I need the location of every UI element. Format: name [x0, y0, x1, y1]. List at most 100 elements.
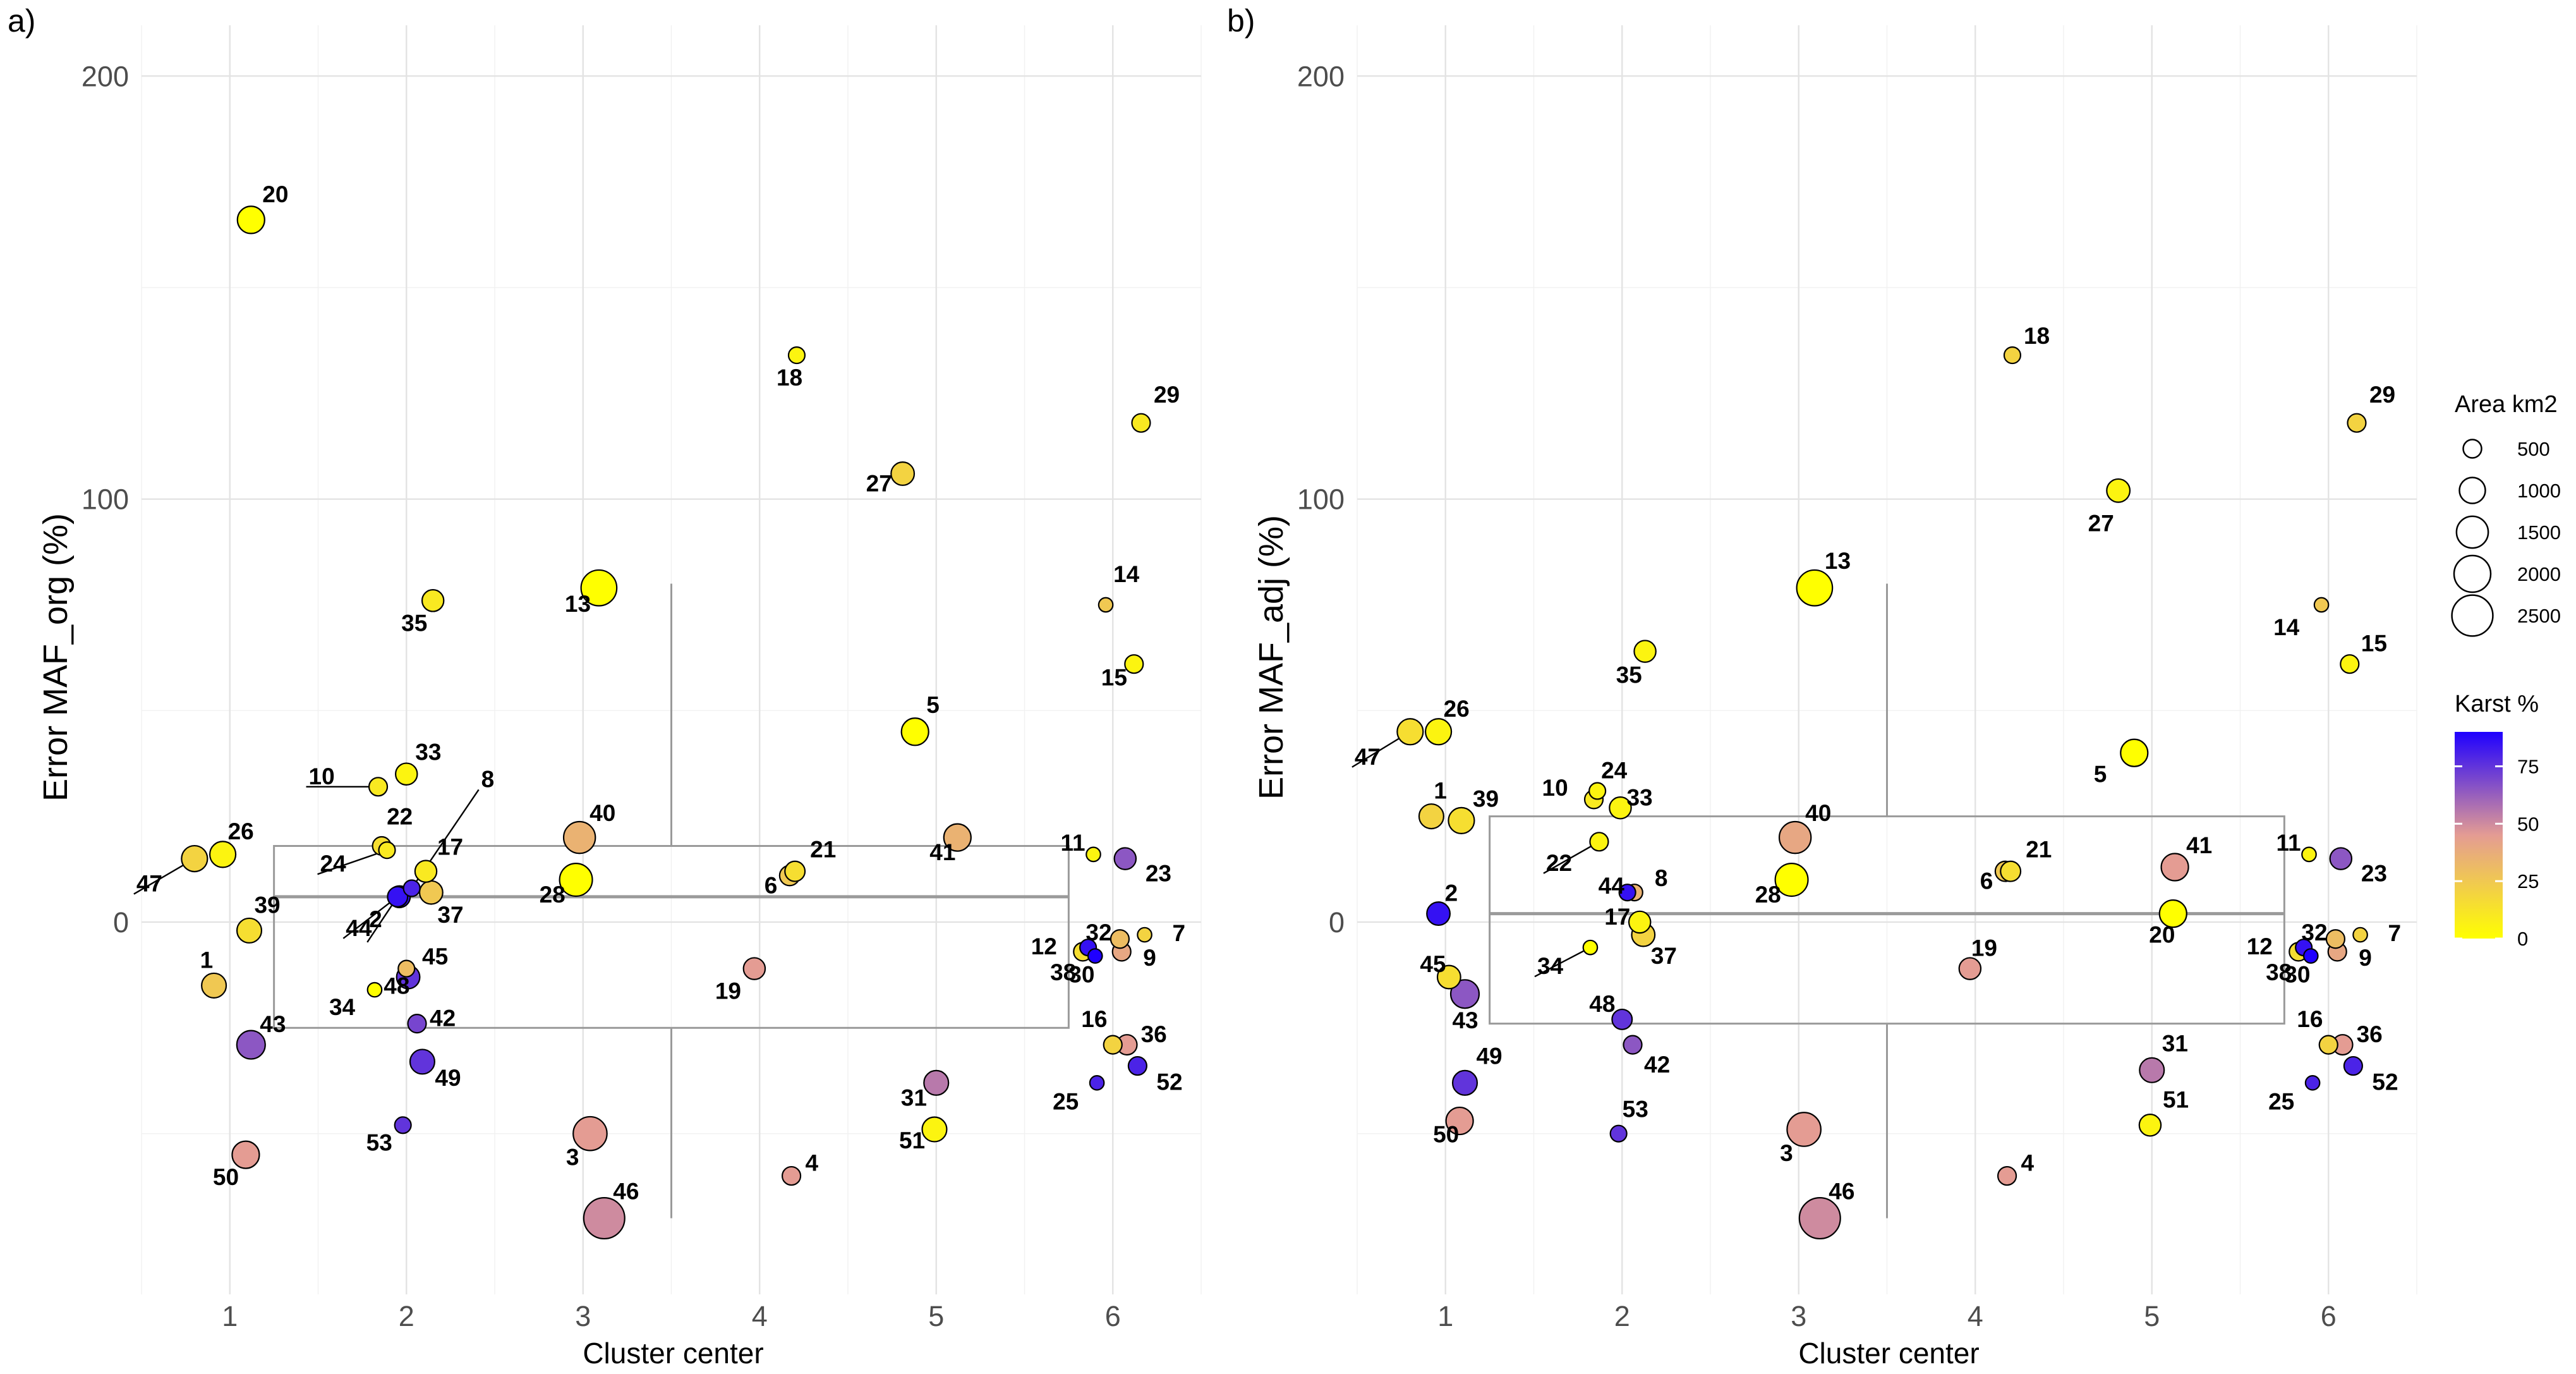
point-label-16: 16	[2297, 1006, 2323, 1032]
leader-line-24	[317, 849, 387, 875]
y-tick-label: 100	[82, 483, 129, 516]
point-label-35: 35	[401, 610, 427, 636]
point-34	[366, 982, 383, 998]
point-47	[1396, 718, 1424, 746]
point-41	[2160, 853, 2189, 882]
point-label-36: 36	[2357, 1021, 2383, 1047]
point-46	[1798, 1196, 1841, 1240]
point-label-8: 8	[481, 766, 495, 792]
point-11	[1085, 846, 1101, 863]
point-label-12: 12	[2247, 933, 2273, 959]
point-label-7: 7	[1173, 920, 1186, 946]
point-label-50: 50	[1433, 1122, 1459, 1148]
point-label-7: 7	[2388, 920, 2402, 946]
point-27	[2106, 478, 2131, 503]
y-axis-title: Error MAF_org (%)	[37, 513, 75, 801]
colorbar-label: 50	[2517, 813, 2539, 835]
panel-a: 123 4567891011121314151617181920212223242…	[8, 3, 1202, 1370]
point-21	[784, 860, 806, 882]
point-label-23: 23	[2361, 861, 2387, 887]
point-49	[409, 1049, 435, 1075]
point-label-43: 43	[260, 1011, 286, 1037]
point-15	[2340, 654, 2360, 674]
point-label-12: 12	[1031, 933, 1057, 959]
y-tick-label: 0	[113, 906, 129, 939]
point-18	[2003, 346, 2022, 365]
point-label-20: 20	[262, 181, 288, 207]
point-label-10: 10	[309, 763, 335, 789]
point-label-34: 34	[329, 994, 356, 1020]
colorbar-label: 25	[2517, 870, 2539, 892]
point-39	[1448, 806, 1475, 834]
point-2	[1426, 901, 1451, 927]
panel-a-points	[181, 205, 1152, 1240]
point-1	[201, 972, 227, 999]
point-21	[2000, 860, 2022, 882]
point-50	[231, 1140, 260, 1169]
point-label-8: 8	[1655, 865, 1668, 891]
point-label-45: 45	[422, 944, 448, 970]
point-label-45: 45	[1420, 951, 1446, 977]
point-label-15: 15	[2361, 631, 2387, 657]
point-label-18: 18	[2024, 323, 2050, 349]
x-axis-title: Cluster center	[1798, 1337, 1979, 1370]
point-label-39: 39	[254, 892, 280, 918]
point-label-5: 5	[2094, 761, 2107, 787]
point-48	[1611, 1008, 1633, 1030]
panel-b-gridlines	[1357, 25, 2417, 1294]
legend-size-label: 1000	[2517, 480, 2561, 502]
point-label-29: 29	[2369, 382, 2395, 408]
y-tick-label: 100	[1297, 483, 1345, 516]
point-25	[1089, 1075, 1105, 1091]
point-32	[1110, 929, 1130, 949]
point-10	[368, 777, 389, 797]
point-3	[572, 1116, 608, 1152]
panel-a-gridlines	[141, 25, 1202, 1294]
point-label-14: 14	[2273, 614, 2300, 640]
point-29	[1131, 413, 1151, 433]
point-label-25: 25	[1053, 1088, 1079, 1114]
point-label-13: 13	[1825, 548, 1851, 574]
point-41	[943, 823, 972, 852]
point-label-4: 4	[2021, 1150, 2035, 1176]
point-label-28: 28	[1755, 882, 1781, 908]
point-label-5: 5	[926, 692, 940, 718]
point-26	[209, 841, 237, 868]
point-40	[562, 820, 596, 854]
y-tick-label: 0	[1329, 906, 1345, 939]
legend-size-label: 1500	[2517, 521, 2561, 544]
point-label-29: 29	[1154, 382, 1180, 408]
point-49	[1451, 1069, 1478, 1096]
x-tick-label: 2	[1614, 1300, 1630, 1332]
y-tick-label: 200	[1297, 60, 1345, 92]
point-label-48: 48	[384, 973, 409, 999]
point-label-40: 40	[1805, 800, 1831, 826]
point-5	[900, 717, 929, 746]
x-tick-label: 1	[222, 1300, 238, 1332]
point-label-23: 23	[1146, 861, 1171, 887]
point-label-42: 42	[430, 1006, 456, 1031]
point-label-44: 44	[346, 915, 372, 941]
point-label-6: 6	[1980, 868, 1993, 894]
point-43	[1449, 979, 1480, 1009]
point-32	[2325, 929, 2346, 949]
karst-colorbar	[2455, 732, 2503, 939]
point-label-9: 9	[1143, 945, 1156, 971]
point-label-36: 36	[1141, 1021, 1167, 1047]
point-43	[236, 1030, 266, 1060]
point-label-52: 52	[1156, 1069, 1182, 1095]
x-tick-label: 4	[752, 1300, 768, 1332]
point-15	[1124, 654, 1144, 674]
legend-size-circle	[2453, 554, 2492, 593]
legend-color-ticks: 0 25 50 75	[2455, 756, 2539, 950]
colorbar-label: 0	[2517, 928, 2528, 950]
point-label-37: 37	[437, 902, 463, 928]
point-label-14: 14	[1113, 561, 1140, 587]
boxplot-box	[273, 845, 1070, 1029]
point-45	[1436, 964, 1461, 990]
point-17	[414, 860, 438, 883]
